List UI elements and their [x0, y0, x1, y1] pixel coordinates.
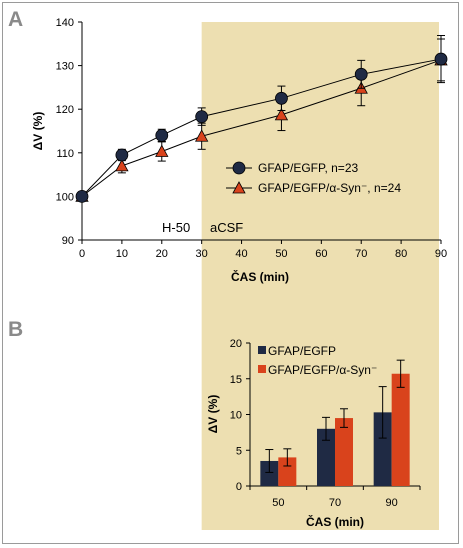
triangle-marker [274, 108, 289, 121]
y-tick-label: 110 [56, 148, 74, 160]
bar-y-tick-label: 15 [230, 374, 242, 386]
panel-label-a: A [8, 8, 23, 31]
legend-marker-1 [232, 161, 246, 175]
x-tick-label: 70 [355, 248, 367, 260]
triangle-marker [155, 144, 169, 157]
circle-marker [75, 189, 89, 203]
panel-label-b: B [8, 318, 23, 341]
panel-a-line-chart: 90 100 110 120 130 140 0 10 20 30 40 50 60 70 80 90 ČAS … [31, 17, 448, 284]
bar-category-label: 90 [386, 497, 398, 509]
x-tick-label: 0 [79, 248, 85, 260]
bar-legend-swatch-1 [258, 346, 266, 354]
bar-legend-label-1: GFAP/EGFP [268, 344, 336, 358]
x-tick-label: 60 [315, 248, 327, 260]
circle-marker [195, 110, 209, 124]
x-tick-label: 50 [275, 248, 287, 260]
bar-legend-swatch-2 [258, 365, 266, 373]
legend-label-1: GFAP/EGFP, n=23 [258, 161, 358, 175]
bar-egfp [317, 428, 335, 486]
y-tick-label: 140 [56, 17, 74, 29]
bar-syn [278, 457, 297, 486]
x-tick-label: 40 [235, 248, 247, 260]
circle-marker [434, 52, 448, 66]
panel-b-bar-chart: 0 5 10 15 20 50 70 90 ČAS (min) ΔV (%) GFAP/EGFP GF… [206, 338, 421, 529]
legend-label-2: GFAP/EGFP/α-Syn⁻, n=24 [258, 181, 401, 195]
circle-marker [115, 148, 129, 162]
circle-marker [354, 67, 368, 81]
bar-syn [335, 418, 353, 486]
x-axis-title: ČAS (min) [231, 269, 289, 284]
bar-y-tick-label: 20 [230, 338, 242, 350]
x-tick-label: 20 [156, 248, 168, 260]
circle-marker [275, 91, 288, 105]
bar-y-tick-label: 0 [236, 481, 242, 493]
legend-marker-2 [232, 181, 246, 194]
triangle-marker [194, 129, 209, 142]
annotation-acsf: aCSF [210, 220, 243, 235]
bar-x-axis-title: ČAS (min) [306, 514, 364, 529]
bar-y-tick-label: 5 [236, 445, 242, 457]
bar-egfp [260, 460, 279, 486]
bar-category-label: 70 [329, 497, 341, 509]
x-tick-label: 30 [196, 248, 208, 260]
y-tick-label: 120 [56, 104, 74, 116]
bar-syn [391, 373, 410, 486]
y-axis-title: ΔV (%) [31, 112, 45, 151]
bar-category-label: 50 [272, 497, 284, 509]
bar-legend-label-2: GFAP/EGFP/α-Syn⁻ [268, 363, 377, 377]
bar-egfp [373, 412, 392, 486]
bar-y-axis-title: ΔV (%) [206, 395, 220, 434]
bar-y-tick-label: 10 [230, 410, 242, 422]
y-tick-label: 90 [62, 235, 74, 247]
x-tick-label: 90 [435, 248, 447, 260]
y-tick-label: 130 [56, 61, 74, 73]
circle-marker [155, 128, 169, 142]
annotation-h50: H-50 [162, 220, 190, 235]
x-tick-label: 80 [395, 248, 407, 260]
triangle-marker [115, 159, 129, 172]
y-tick-label: 100 [56, 191, 74, 203]
x-tick-label: 10 [116, 248, 128, 260]
